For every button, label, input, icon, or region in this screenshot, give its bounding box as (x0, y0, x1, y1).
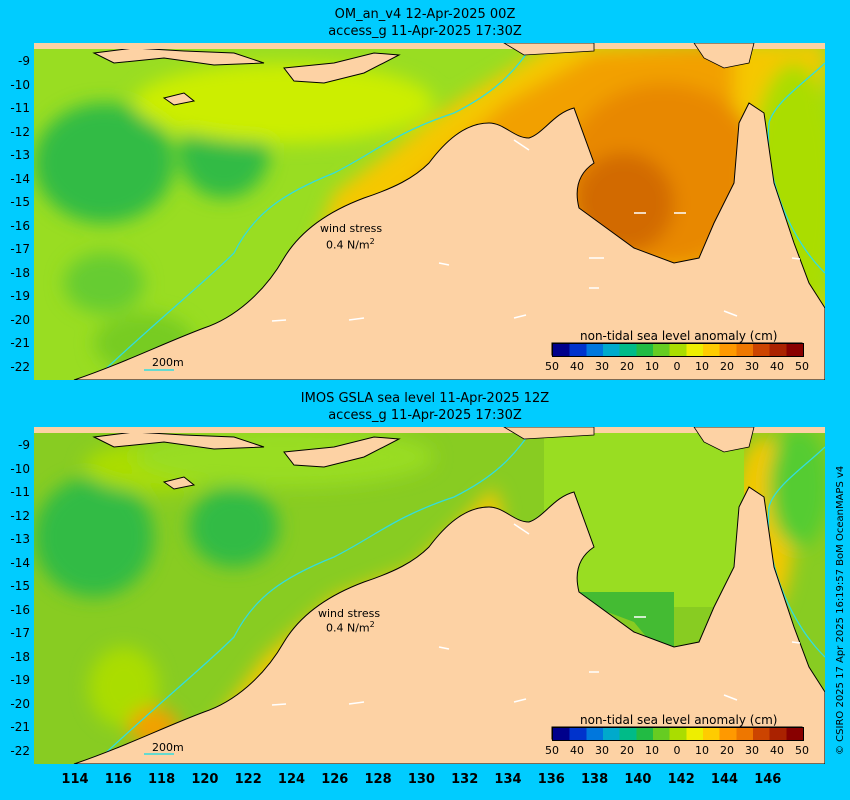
panel1-title-model: OM_an_v4 12-Apr-2025 00Z (334, 7, 516, 22)
longitude-label: 142 (667, 772, 695, 787)
colorbar-tick-label: 10 (645, 360, 659, 373)
longitude-label: 126 (321, 772, 349, 787)
colorbar-tick-label: 50 (545, 360, 559, 373)
colorbar-tick-label: 0 (673, 360, 681, 373)
scale-label-bottom: 200m (152, 741, 184, 754)
latitude-label: -17 (10, 626, 30, 640)
latitude-label: -21 (10, 336, 30, 350)
colorbar-tick-label: 30 (595, 744, 609, 757)
longitude-label: 138 (581, 772, 609, 787)
latitude-label: -19 (10, 673, 30, 687)
colorbar-title-top: non-tidal sea level anomaly (cm) (580, 329, 778, 343)
copyright-text: © CSIRO 2025 17 Apr 2025 16:19:57 BoM Oc… (835, 465, 846, 755)
colorbar-tick-label: 10 (695, 744, 709, 757)
longitude-label: 120 (191, 772, 219, 787)
latitude-label: -20 (10, 696, 30, 711)
latitude-label: -10 (10, 461, 30, 476)
latitude-label: -16 (10, 218, 30, 233)
latitude-label: -21 (10, 720, 30, 734)
scale-label-top: 200m (152, 356, 184, 369)
longitude-label: 136 (537, 772, 565, 787)
latitude-label: -9 (18, 438, 30, 452)
colorbar-tick-label: 50 (795, 744, 809, 757)
colorbar-tick-label: 40 (770, 360, 784, 373)
wind-arrows (271, 523, 801, 706)
latitude-label: -14 (10, 555, 30, 570)
colorbar-tick-label: 30 (745, 744, 759, 757)
wind-stress-label-bottom: wind stress (318, 607, 381, 620)
latitude-label: -15 (10, 195, 30, 209)
colorbar-tick-label: 0 (673, 744, 681, 757)
panel2-title-forcing: access_g 11-Apr-2025 17:30Z (328, 408, 522, 423)
colorbar-tick-label: 40 (770, 744, 784, 757)
longitude-label: 122 (234, 772, 262, 787)
colorbar-tick-label: 20 (620, 744, 634, 757)
latitude-label: -22 (10, 359, 30, 374)
longitude-label: 140 (624, 772, 652, 787)
latitude-label: -18 (10, 649, 30, 664)
latitude-label: -13 (10, 532, 30, 546)
colorbar-tick-label: 10 (695, 360, 709, 373)
new-guinea-land (693, 43, 755, 69)
longitude-label: 146 (754, 772, 782, 787)
colorbar-gradient-bottom (552, 727, 804, 741)
latitude-label: -12 (10, 124, 30, 139)
latitude-label: -18 (10, 265, 30, 280)
longitude-label: 124 (277, 772, 306, 787)
latitude-label: -11 (10, 101, 30, 115)
wind-arrows (271, 139, 801, 322)
sea-level-map-top (34, 43, 825, 380)
longitude-label: 118 (148, 772, 176, 787)
timor-island (283, 52, 401, 84)
latitude-label: -16 (10, 602, 30, 617)
latitude-label: -10 (10, 77, 30, 92)
latitude-label: -13 (10, 148, 30, 162)
latitude-label: -11 (10, 485, 30, 499)
longitude-label: 130 (407, 772, 435, 787)
latitude-label: -14 (10, 171, 30, 186)
wind-stress-label-top: wind stress (320, 222, 383, 235)
latitude-label: -17 (10, 242, 30, 256)
latitude-label: -12 (10, 508, 30, 523)
colorbar-tick-label: 30 (745, 360, 759, 373)
latitude-label: -20 (10, 312, 30, 327)
colorbar-tick-label: 10 (645, 744, 659, 757)
colorbar-tick-label: 20 (620, 360, 634, 373)
sea-level-map-bottom (34, 427, 825, 764)
longitude-label: 134 (494, 772, 522, 787)
colorbar-tick-label: 50 (545, 744, 559, 757)
colorbar-tick-label: 50 (795, 360, 809, 373)
wind-stress-value-bottom: 0.4 N/m2 (326, 620, 375, 635)
isobath-200m (93, 43, 535, 380)
latitude-label: -19 (10, 289, 30, 303)
longitude-label: 116 (104, 772, 132, 787)
longitude-label: 144 (710, 772, 739, 787)
longitude-label: 132 (451, 772, 479, 787)
colorbar-tick-label: 40 (570, 744, 584, 757)
longitude-label: 114 (61, 772, 89, 787)
colorbar-tick-label: 30 (595, 360, 609, 373)
longitude-label: 128 (364, 772, 392, 787)
colorbar-title-bottom: non-tidal sea level anomaly (cm) (580, 713, 778, 727)
panel1-title-forcing: access_g 11-Apr-2025 17:30Z (328, 24, 522, 39)
colorbar-tick-label: 20 (720, 360, 734, 373)
colorbar-gradient-top (552, 343, 804, 357)
australia-landmass (73, 102, 825, 380)
wind-stress-value-top: 0.4 N/m2 (326, 237, 375, 252)
colorbar-tick-label: 20 (720, 744, 734, 757)
latitude-label: -22 (10, 743, 30, 758)
panel2-title-model: IMOS GSLA sea level 11-Apr-2025 12Z (300, 391, 550, 406)
colorbar-tick-label: 40 (570, 360, 584, 373)
latitude-label: -9 (18, 54, 30, 68)
latitude-label: -15 (10, 579, 30, 593)
